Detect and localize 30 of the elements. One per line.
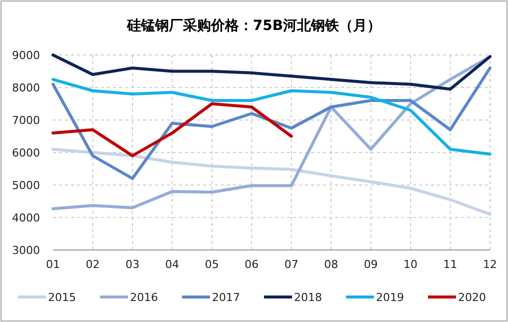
x-tick-label: 03 — [125, 258, 140, 271]
legend-label: 2020 — [458, 291, 486, 304]
line-series — [52, 148, 492, 216]
line-series — [52, 66, 492, 180]
line-series — [52, 78, 492, 156]
chart-title: 硅锰钢厂采购价格：75B河北钢铁（月） — [126, 18, 382, 34]
y-tick-label: 8000 — [12, 82, 40, 94]
x-tick-label: 09 — [364, 258, 378, 271]
x-tick-label: 12 — [483, 258, 497, 271]
x-tick-label: 11 — [443, 258, 458, 271]
y-tick-label: 3000 — [12, 244, 40, 257]
y-tick-label: 6000 — [12, 146, 40, 160]
legend-label: 2016 — [130, 291, 158, 304]
y-tick-label: 9000 — [12, 49, 40, 62]
x-tick-label: 08 — [324, 258, 338, 271]
line-series — [52, 102, 293, 158]
legend-label: 2015 — [48, 291, 76, 304]
y-tick-label: 5000 — [12, 179, 40, 192]
x-tick-label: 06 — [244, 258, 259, 271]
x-tick-label: 10 — [404, 258, 418, 271]
x-tick-label: 02 — [86, 258, 100, 271]
y-tick-label: 4000 — [12, 212, 40, 224]
legend-label: 2018 — [294, 291, 322, 304]
x-tick-label: 05 — [204, 258, 219, 271]
x-tick-label: 07 — [284, 258, 298, 271]
y-tick-label: 7000 — [12, 114, 40, 127]
x-tick-label: 04 — [165, 258, 180, 271]
legend-label: 2019 — [376, 291, 404, 304]
legend-label: 2017 — [212, 291, 240, 304]
x-tick-label: 01 — [46, 258, 60, 271]
